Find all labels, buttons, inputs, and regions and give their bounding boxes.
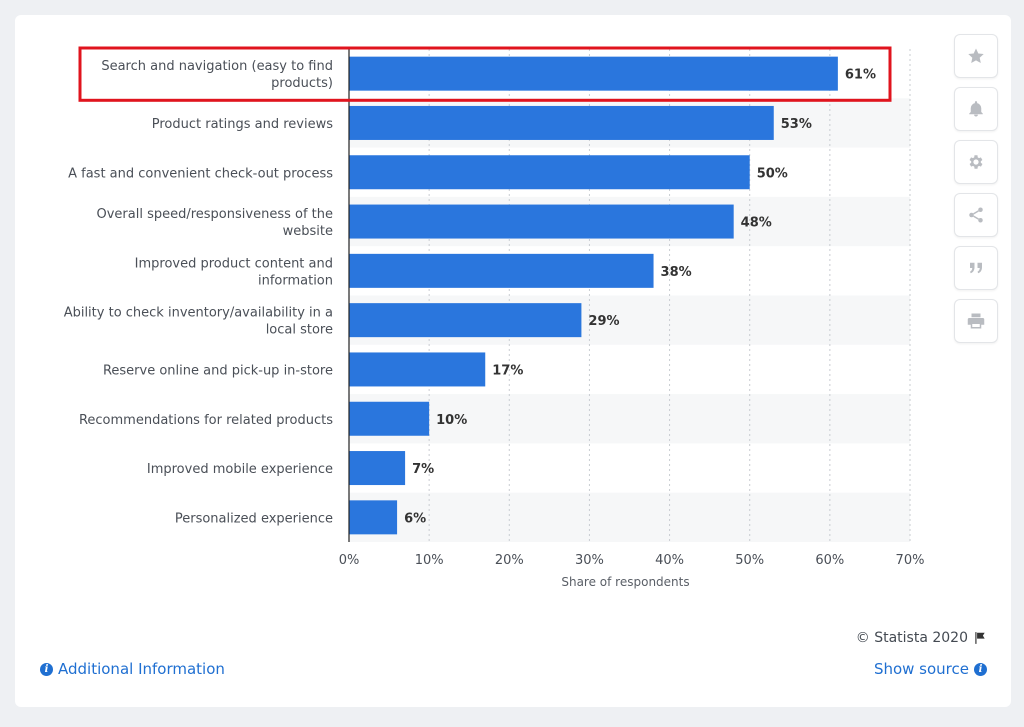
tick-label: 40% [655, 553, 684, 568]
category-label-line: Search and navigation (easy to find [101, 59, 333, 74]
category-label-line: products) [271, 76, 333, 91]
bar [349, 401, 430, 436]
category-label: Personalized experience [175, 511, 333, 526]
tick-label: 0% [339, 553, 360, 568]
category-label-line: information [258, 273, 333, 288]
category-label-line: Reserve online and pick-up in-store [103, 363, 333, 378]
additional-information-link[interactable]: i Additional Information [40, 660, 225, 678]
info-icon: i [40, 662, 53, 676]
tick-label: 10% [415, 553, 444, 568]
cite-button[interactable] [954, 246, 998, 290]
print-icon [967, 313, 985, 329]
tick-label: 50% [735, 553, 764, 568]
category-label-line: Improved mobile experience [147, 462, 333, 477]
tick-label: 60% [815, 553, 844, 568]
row-band [349, 492, 910, 542]
x-axis-title: Share of respondents [561, 575, 689, 589]
tick-label: 20% [495, 553, 524, 568]
category-label-line: Ability to check inventory/availability … [64, 306, 333, 321]
value-label: 10% [436, 413, 467, 428]
bell-icon [969, 101, 983, 117]
share-button[interactable] [954, 193, 998, 237]
category-label-line: A fast and convenient check-out process [68, 166, 333, 181]
notification-button[interactable] [954, 87, 998, 131]
category-label: Recommendations for related products [79, 413, 333, 428]
tick-label: 30% [575, 553, 604, 568]
copyright-text: © Statista 2020 [855, 630, 968, 646]
chart-card: 61% Search and navigation (easy to find pr… [15, 15, 1011, 707]
bar-chart: 61% Search and navigation (easy to find pr… [64, 46, 925, 589]
bar [349, 253, 654, 288]
value-label: 50% [757, 166, 788, 181]
category-label: A fast and convenient check-out process [68, 166, 333, 181]
print-button[interactable] [954, 299, 998, 343]
quote-icon [970, 262, 982, 274]
settings-button[interactable] [954, 140, 998, 184]
favorite-button[interactable] [954, 34, 998, 78]
category-label-line: Product ratings and reviews [152, 117, 333, 132]
tick-label: 70% [896, 553, 925, 568]
category-label-line: website [283, 224, 333, 239]
bar [349, 105, 774, 140]
bar [349, 155, 750, 190]
show-source-label: Show source [873, 660, 969, 678]
category-label: Overall speed/responsiveness of the websi… [96, 207, 333, 239]
bar [349, 204, 734, 239]
value-label: 6% [404, 511, 426, 526]
value-label: 29% [588, 314, 619, 329]
bar [349, 451, 406, 486]
value-label: 61% [845, 68, 876, 83]
value-label: 53% [781, 117, 812, 132]
info-icon: i [974, 662, 987, 676]
gear-icon [969, 155, 983, 169]
share-icon [969, 207, 983, 223]
row-band [349, 394, 910, 444]
value-label: 7% [412, 462, 434, 477]
value-label: 38% [661, 265, 692, 280]
value-label: 17% [492, 363, 523, 378]
category-label-line: Recommendations for related products [79, 413, 333, 428]
bar [349, 500, 398, 535]
bar [349, 352, 486, 387]
star-icon [968, 48, 984, 64]
category-label: Improved product content and information [135, 256, 333, 288]
bar [349, 303, 582, 338]
additional-information-label: Additional Information [58, 660, 225, 678]
value-label: 48% [741, 216, 772, 231]
category-label-line: Overall speed/responsiveness of the [96, 207, 333, 222]
category-label: Ability to check inventory/availability … [64, 306, 333, 338]
category-label: Reserve online and pick-up in-store [103, 363, 333, 378]
category-label-line: Personalized experience [175, 511, 333, 526]
highlight-box [78, 46, 892, 102]
category-label-line: local store [266, 323, 333, 338]
show-source-link[interactable]: Show source i [874, 660, 987, 678]
category-label: Improved mobile experience [147, 462, 333, 477]
category-label: Search and navigation (easy to find produ… [101, 59, 333, 91]
flag-icon [975, 632, 985, 644]
copyright-notice: © Statista 2020 [856, 630, 987, 646]
bar [349, 56, 838, 91]
category-label-line: Improved product content and [135, 256, 333, 271]
category-label: Product ratings and reviews [152, 117, 333, 132]
